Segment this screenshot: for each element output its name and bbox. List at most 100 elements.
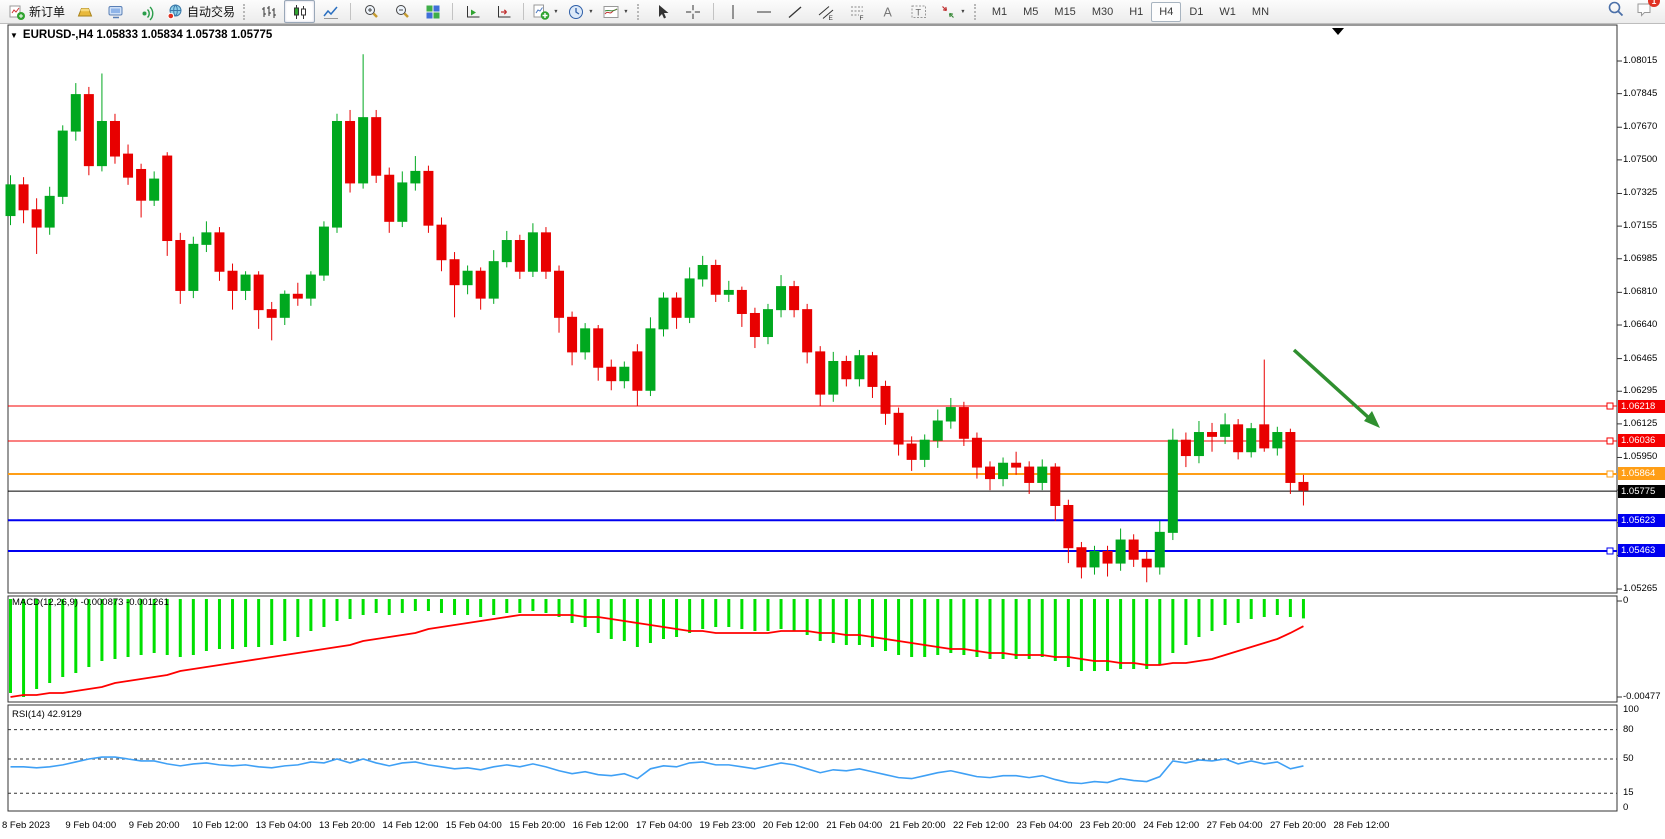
candle (906, 443, 917, 460)
equidistant-channel-button[interactable]: E (811, 0, 842, 23)
timeframe-button-m15[interactable]: M15 (1054, 5, 1076, 18)
zoom-in-button[interactable] (355, 0, 386, 23)
chart-shift-button[interactable] (488, 0, 519, 23)
candle (593, 328, 604, 368)
timeframe-button-h1[interactable]: H1 (1129, 5, 1144, 18)
horizontal-line-button[interactable] (749, 0, 780, 23)
candle (397, 182, 408, 222)
hline-anchor[interactable] (1606, 470, 1614, 478)
price-axis-label: 1.07845 (1623, 87, 1658, 99)
main-toolbar: 新订单 自动交易 ▼ ▼ ▼ E F A T ▼ M1 M5 M15 M30 H1 H4 D1 W1 MN 1 (0, 0, 1665, 24)
price-axis-label: 1.05950 (1623, 451, 1658, 463)
candle (867, 355, 878, 387)
candle (932, 420, 943, 441)
indicators-button[interactable]: ▼ (528, 0, 563, 23)
candle-chart-button[interactable] (284, 0, 316, 23)
candle (266, 309, 277, 318)
hline-anchor[interactable] (1606, 547, 1614, 555)
auto-scroll-button[interactable] (457, 0, 488, 23)
new-order-icon (9, 5, 25, 20)
candle (1141, 558, 1152, 568)
timeframe-button-mn[interactable]: MN (1251, 5, 1270, 18)
crosshair-icon (686, 4, 701, 19)
bar-chart-icon (261, 5, 276, 18)
fibonacci-button[interactable]: F (842, 0, 873, 23)
candle (880, 385, 891, 414)
arrows-button[interactable]: ▼ (935, 0, 970, 23)
trendline-button[interactable] (780, 0, 811, 23)
timeframe-button-m1[interactable]: M1 (991, 5, 1008, 18)
text-label-button[interactable]: T (904, 0, 935, 23)
trendline-icon (788, 6, 802, 18)
candle (5, 184, 16, 217)
toolbar-separator (523, 3, 525, 20)
autotrading-button[interactable]: 自动交易 (162, 0, 239, 23)
candle (253, 274, 264, 311)
candle (123, 153, 134, 178)
zoom-out-button[interactable] (386, 0, 417, 23)
rsi-panel (7, 704, 1618, 812)
candle (1285, 432, 1296, 483)
search-button[interactable] (1607, 0, 1625, 23)
price-label-badge-1.06036: 1.06036 (1618, 434, 1665, 448)
cursor-button[interactable] (647, 0, 678, 23)
trend-arrow-annotation[interactable] (1292, 348, 1371, 420)
signals-button[interactable] (131, 0, 162, 23)
hline-anchor[interactable] (1606, 402, 1614, 410)
templates-button[interactable]: ▼ (598, 0, 633, 23)
text-button[interactable]: A (873, 0, 904, 23)
timeframe-button-h4[interactable]: H4 (1151, 1, 1182, 22)
candle (384, 174, 395, 222)
date-axis-label: 14 Feb 12:00 (382, 820, 439, 831)
chart-top-marker-icon[interactable] (1332, 28, 1344, 35)
date-axis-label: 22 Feb 12:00 (953, 820, 1009, 831)
bar-chart-button[interactable] (253, 0, 284, 23)
candle (109, 120, 120, 157)
tile-windows-button[interactable] (417, 0, 448, 23)
candle (188, 243, 199, 291)
chat-button[interactable]: 1 (1635, 0, 1660, 23)
toolbar-right-group: 1 (1607, 0, 1661, 23)
dropdown-caret-icon[interactable]: ▼ (588, 8, 594, 15)
market-watch-button[interactable] (69, 0, 100, 23)
candle (1037, 466, 1048, 483)
text-label-icon: T (911, 5, 927, 18)
candle (18, 184, 29, 211)
timeframe-button-d1[interactable]: D1 (1189, 5, 1204, 18)
dropdown-caret-icon[interactable]: ▼ (553, 8, 559, 15)
new-order-button[interactable]: 新订单 (4, 0, 69, 23)
line-chart-button[interactable] (315, 0, 346, 23)
dropdown-caret-icon[interactable]: ▼ (623, 8, 629, 15)
svg-text:T: T (916, 7, 922, 17)
candle (645, 328, 656, 391)
timeframe-button-m30[interactable]: M30 (1091, 5, 1114, 18)
candle (749, 312, 760, 338)
candle (802, 309, 813, 353)
template-icon (603, 5, 619, 18)
data-window-button[interactable] (100, 0, 131, 23)
hline-anchor[interactable] (1606, 437, 1614, 445)
candle (279, 293, 290, 318)
rsi-axis-label: 15 (1623, 787, 1634, 799)
candle (201, 232, 212, 245)
candle (358, 117, 369, 184)
date-axis-label: 15 Feb 04:00 (445, 820, 502, 831)
candle (1167, 439, 1178, 533)
symbol-dropdown-icon[interactable]: ▼ (10, 30, 18, 40)
vertical-line-button[interactable] (718, 0, 749, 23)
candle (371, 117, 382, 176)
new-order-button-label: 新订单 (29, 5, 66, 19)
dropdown-caret-icon[interactable]: ▼ (960, 8, 966, 15)
candle (501, 240, 512, 263)
candle (1193, 432, 1204, 457)
date-axis-label: 23 Feb 20:00 (1079, 820, 1136, 831)
timeframe-button-m5[interactable]: M5 (1023, 5, 1039, 18)
crosshair-button[interactable] (678, 0, 709, 23)
date-axis-label: 10 Feb 12:00 (192, 820, 249, 831)
periods-button[interactable]: ▼ (563, 0, 598, 23)
notification-badge: 1 (1648, 0, 1660, 7)
timeframe-button-w1[interactable]: W1 (1219, 5, 1236, 18)
candle (57, 130, 68, 197)
cursor-icon (659, 4, 669, 18)
candle (998, 462, 1009, 480)
